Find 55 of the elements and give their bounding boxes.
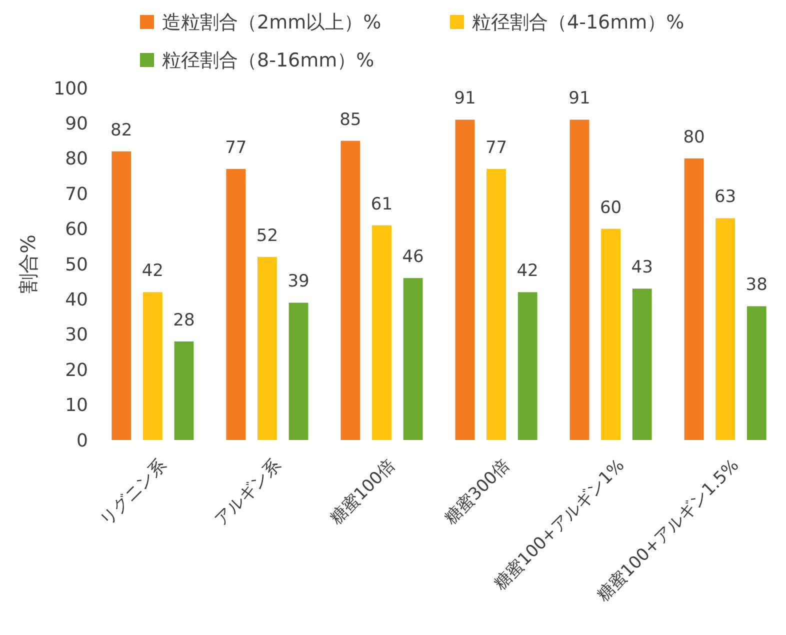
data-label: 61 — [370, 194, 393, 214]
bar — [518, 292, 538, 440]
bar — [746, 306, 766, 440]
data-label: 43 — [631, 258, 653, 278]
bar — [288, 302, 308, 440]
bar — [455, 120, 475, 440]
data-label: 63 — [714, 187, 736, 208]
legend-label: 粒径割合（4-16mm）% — [472, 12, 684, 34]
y-tick-label: 20 — [65, 360, 88, 381]
y-tick-label: 30 — [65, 324, 88, 346]
data-label: 60 — [600, 198, 622, 218]
bar — [372, 225, 392, 440]
data-label: 39 — [288, 272, 310, 292]
y-tick-label: 0 — [76, 430, 88, 452]
bar — [340, 140, 360, 440]
data-label: 91 — [454, 88, 476, 109]
x-tick-label: アルギン系 — [210, 456, 285, 530]
data-label: 77 — [225, 138, 247, 158]
data-label: 28 — [173, 310, 195, 330]
legend-label: 粒径割合（8-16mm）% — [162, 50, 374, 72]
bar — [403, 278, 423, 440]
data-label: 46 — [402, 247, 424, 268]
y-tick-label: 100 — [54, 78, 88, 100]
data-label: 52 — [256, 226, 278, 246]
y-tick-label: 80 — [65, 148, 88, 170]
y-tick-label: 60 — [65, 219, 88, 240]
y-tick-label: 10 — [65, 395, 88, 416]
bar — [601, 228, 620, 440]
bar — [142, 292, 162, 440]
data-label: 85 — [340, 110, 362, 130]
bar — [112, 151, 132, 440]
data-label: 82 — [110, 120, 132, 140]
x-tick-label: リグニン系 — [96, 456, 170, 530]
x-tick-label: 糖蜜100倍 — [326, 456, 400, 529]
y-tick-label: 70 — [65, 184, 88, 205]
bar — [258, 256, 277, 440]
data-label: 77 — [485, 138, 508, 158]
data-label: 42 — [142, 261, 164, 282]
data-label: 80 — [683, 127, 705, 148]
data-label: 91 — [568, 88, 590, 109]
x-tick-label: 糖蜜300倍 — [440, 456, 514, 529]
bar — [684, 158, 704, 440]
bar — [570, 120, 590, 440]
bar — [632, 288, 652, 440]
data-label: 38 — [746, 275, 768, 296]
bar — [174, 341, 194, 440]
y-tick-label: 90 — [65, 114, 88, 134]
bar — [716, 218, 736, 440]
y-axis-title: 割合% — [16, 234, 40, 294]
bar — [226, 168, 246, 440]
y-tick-label: 40 — [65, 290, 88, 310]
legend-label: 造粒割合（2mm以上）% — [162, 12, 382, 34]
y-tick-label: 50 — [65, 254, 88, 276]
bar — [486, 168, 506, 440]
data-label: 42 — [516, 261, 538, 282]
